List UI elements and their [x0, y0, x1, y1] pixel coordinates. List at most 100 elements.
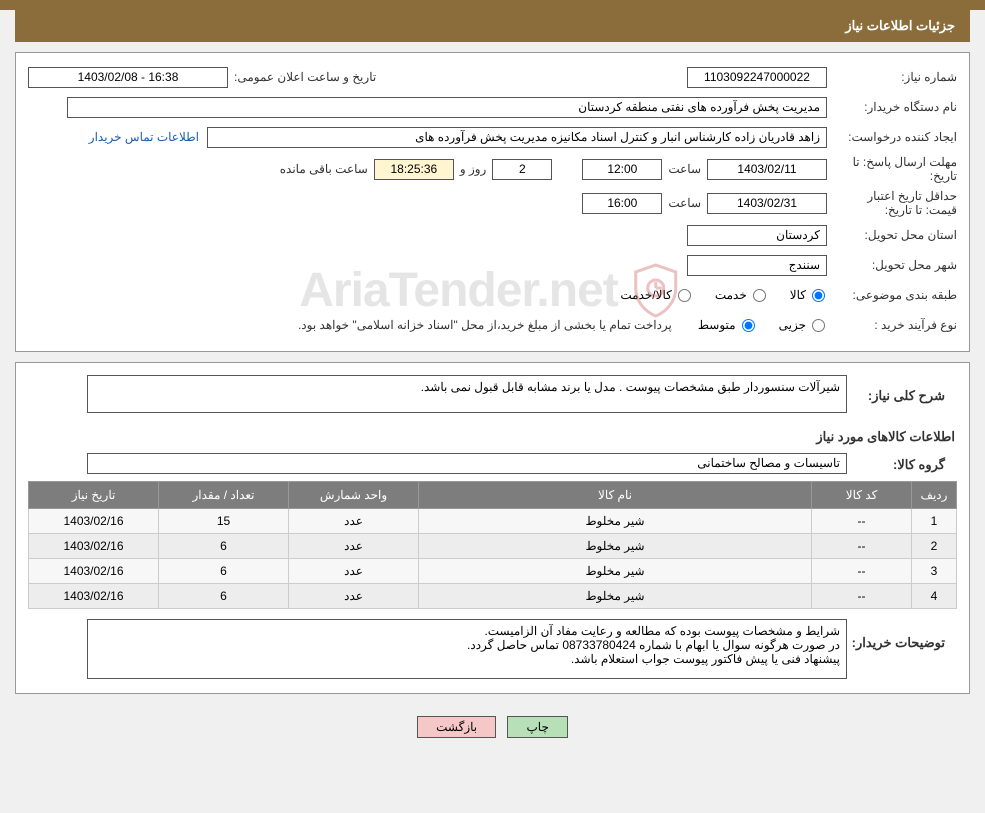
city-label: شهر محل تحویل:	[827, 258, 957, 272]
need-no-field[interactable]	[687, 67, 827, 88]
pay-note: پرداخت تمام یا بخشی از مبلغ خرید،از محل …	[298, 318, 680, 332]
contact-link[interactable]: اطلاعات تماس خریدار	[89, 130, 207, 144]
province-label: استان محل تحویل:	[827, 228, 957, 242]
province-field[interactable]	[687, 225, 827, 246]
class-radio-group: کالا خدمت کالا/خدمت	[602, 288, 827, 302]
page-header: جزئیات اطلاعات نیاز	[15, 10, 970, 42]
table-cell: 4	[912, 584, 957, 609]
buyer-label: نام دستگاه خریدار:	[827, 100, 957, 114]
notes-textarea[interactable]	[87, 619, 847, 679]
days-and-label: روز و	[454, 162, 493, 176]
deadline-time-field[interactable]	[582, 159, 662, 180]
class-label: طبقه بندی موضوعی:	[827, 288, 957, 302]
buyer-field[interactable]	[67, 97, 827, 118]
table-row: 3--شیر مخلوطعدد61403/02/16	[29, 559, 957, 584]
th-unit: واحد شمارش	[289, 482, 419, 509]
class-both-label: کالا/خدمت	[620, 288, 671, 302]
row-deadline: مهلت ارسال پاسخ: تا تاریخ: ساعت روز و سا…	[28, 155, 957, 183]
need-no-label: شماره نیاز:	[827, 70, 957, 84]
row-city: شهر محل تحویل:	[28, 253, 957, 277]
items-panel: شرح کلی نیاز: اطلاعات کالاهای مورد نیاز …	[15, 362, 970, 694]
announce-label: تاریخ و ساعت اعلان عمومی:	[228, 70, 382, 84]
row-province: استان محل تحویل:	[28, 223, 957, 247]
class-both-radio[interactable]	[678, 289, 691, 302]
table-cell: 3	[912, 559, 957, 584]
top-bar	[0, 0, 985, 10]
process-medium-label: متوسط	[698, 318, 736, 332]
remain-label: ساعت باقی مانده	[274, 162, 374, 176]
process-label: نوع فرآیند خرید :	[827, 318, 957, 332]
process-radio-group: جزیی متوسط	[680, 318, 827, 332]
table-cell: 6	[159, 559, 289, 584]
th-qty: تعداد / مقدار	[159, 482, 289, 509]
table-header-row: ردیف کد کالا نام کالا واحد شمارش تعداد /…	[29, 482, 957, 509]
page-title: جزئیات اطلاعات نیاز	[845, 18, 955, 33]
days-left-field[interactable]	[492, 159, 552, 180]
table-cell: --	[812, 584, 912, 609]
validity-date-field[interactable]	[707, 193, 827, 214]
table-cell: 6	[159, 584, 289, 609]
group-field[interactable]	[87, 453, 847, 474]
process-partial-radio[interactable]	[812, 319, 825, 332]
back-button[interactable]: بازگشت	[417, 716, 496, 738]
deadline-label: مهلت ارسال پاسخ: تا تاریخ:	[827, 155, 957, 183]
items-table: ردیف کد کالا نام کالا واحد شمارش تعداد /…	[28, 481, 957, 609]
table-cell: 15	[159, 509, 289, 534]
row-need-no: شماره نیاز: تاریخ و ساعت اعلان عمومی:	[28, 65, 957, 89]
city-field[interactable]	[687, 255, 827, 276]
table-cell: --	[812, 534, 912, 559]
time-label-1: ساعت	[662, 162, 707, 176]
table-cell: 1403/02/16	[29, 559, 159, 584]
row-classification: طبقه بندی موضوعی: کالا خدمت کالا/خدمت	[28, 283, 957, 307]
class-goods-radio[interactable]	[812, 289, 825, 302]
table-cell: عدد	[289, 559, 419, 584]
table-cell: شیر مخلوط	[419, 584, 812, 609]
row-buyer-notes: توضیحات خریدار:	[28, 619, 957, 679]
table-cell: عدد	[289, 534, 419, 559]
table-cell: عدد	[289, 509, 419, 534]
table-cell: عدد	[289, 584, 419, 609]
table-cell: 1403/02/16	[29, 509, 159, 534]
deadline-date-field[interactable]	[707, 159, 827, 180]
table-row: 4--شیر مخلوطعدد61403/02/16	[29, 584, 957, 609]
row-desc: شرح کلی نیاز:	[28, 375, 957, 413]
th-name: نام کالا	[419, 482, 812, 509]
th-idx: ردیف	[912, 482, 957, 509]
requester-label: ایجاد کننده درخواست:	[827, 130, 957, 144]
table-row: 1--شیر مخلوطعدد151403/02/16	[29, 509, 957, 534]
items-section-title: اطلاعات کالاهای مورد نیاز	[16, 423, 969, 447]
notes-label: توضیحات خریدار:	[847, 619, 957, 653]
validity-label: حداقل تاریخ اعتبار قیمت: تا تاریخ:	[827, 189, 957, 217]
print-button[interactable]: چاپ	[507, 716, 567, 738]
table-cell: 2	[912, 534, 957, 559]
table-cell: شیر مخلوط	[419, 534, 812, 559]
process-medium-radio[interactable]	[742, 319, 755, 332]
table-cell: 1	[912, 509, 957, 534]
table-cell: شیر مخلوط	[419, 509, 812, 534]
row-buyer: نام دستگاه خریدار:	[28, 95, 957, 119]
button-row: چاپ بازگشت	[0, 704, 985, 744]
info-panel: شماره نیاز: تاریخ و ساعت اعلان عمومی: نا…	[15, 52, 970, 352]
group-label: گروه کالا:	[847, 451, 957, 475]
desc-textarea[interactable]	[87, 375, 847, 413]
announce-field[interactable]	[28, 67, 228, 88]
class-service-label: خدمت	[715, 288, 747, 302]
row-process: نوع فرآیند خرید : جزیی متوسط پرداخت تمام…	[28, 313, 957, 337]
class-goods-label: کالا	[790, 288, 806, 302]
validity-time-field[interactable]	[582, 193, 662, 214]
table-cell: 1403/02/16	[29, 534, 159, 559]
table-row: 2--شیر مخلوطعدد61403/02/16	[29, 534, 957, 559]
countdown-field[interactable]	[374, 159, 454, 180]
th-date: تاریخ نیاز	[29, 482, 159, 509]
row-validity: حداقل تاریخ اعتبار قیمت: تا تاریخ: ساعت	[28, 189, 957, 217]
table-cell: 1403/02/16	[29, 584, 159, 609]
process-partial-label: جزیی	[779, 318, 806, 332]
class-service-radio[interactable]	[753, 289, 766, 302]
desc-label: شرح کلی نیاز:	[847, 382, 957, 406]
table-cell: شیر مخلوط	[419, 559, 812, 584]
requester-field[interactable]	[207, 127, 827, 148]
th-code: کد کالا	[812, 482, 912, 509]
table-cell: --	[812, 559, 912, 584]
row-requester: ایجاد کننده درخواست: اطلاعات تماس خریدار	[28, 125, 957, 149]
table-cell: 6	[159, 534, 289, 559]
